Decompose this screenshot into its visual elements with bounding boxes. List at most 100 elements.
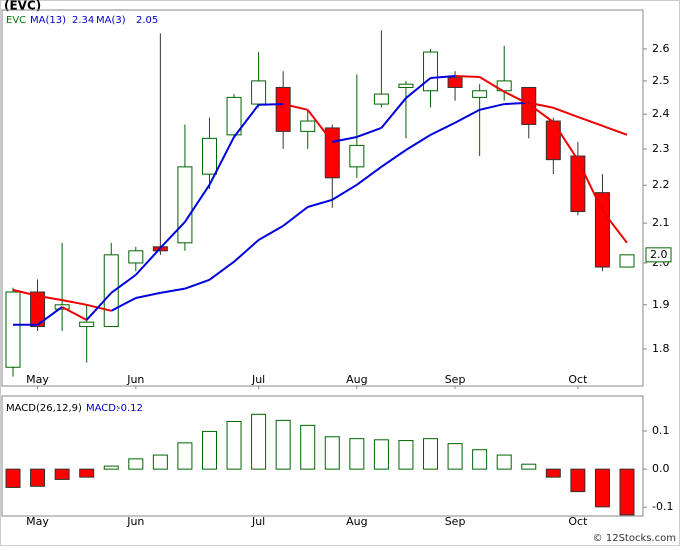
y-tick-label: 2.2 — [652, 178, 670, 191]
macd-bar — [521, 463, 537, 470]
ma-line-segment — [37, 294, 63, 302]
ma-line-segment — [12, 288, 38, 297]
ma-line-segment — [110, 297, 137, 312]
ma-line-segment — [208, 136, 235, 186]
candle-body — [373, 93, 389, 105]
macd-bar — [373, 439, 389, 470]
y-tick-label: 0.1 — [652, 424, 670, 437]
ma-line-segment — [503, 90, 530, 105]
macd-bar — [30, 468, 46, 487]
ma-line-segment — [577, 115, 603, 127]
y-tick-label: 0.0 — [652, 462, 670, 475]
x-tick-label: Jul — [251, 373, 265, 386]
macd-bar — [5, 468, 21, 488]
macd-panel — [1, 395, 644, 517]
candle-body — [472, 90, 488, 98]
ma-line-segment — [233, 239, 260, 263]
legend-macd-value: -0.12 — [117, 403, 143, 414]
y-tick-label: 2.6 — [652, 42, 670, 55]
x-tick-label: Oct — [568, 515, 588, 528]
ma-line-segment — [208, 260, 235, 281]
candle-body — [275, 86, 291, 132]
ma-line-segment — [159, 221, 186, 249]
ma-line-segment — [576, 159, 604, 212]
legend-symbol: EVC — [6, 15, 26, 26]
candle-body — [300, 120, 316, 132]
ma-line-segment — [454, 108, 481, 124]
y-tick-label: 1.8 — [652, 342, 670, 355]
ma-line-segment — [307, 198, 333, 208]
x-tick-label: May — [26, 515, 49, 528]
ma-line-segment — [405, 134, 432, 151]
candle-body — [103, 254, 119, 328]
candle-body — [619, 254, 635, 268]
y-tick-label: -0.1 — [652, 500, 673, 513]
ma-line-segment — [479, 76, 505, 93]
macd-bar — [619, 468, 635, 516]
ma-line-segment — [479, 103, 505, 111]
macd-bar — [324, 436, 340, 470]
ma-line-segment — [356, 166, 382, 186]
ma-line-segment — [282, 103, 308, 111]
legend-macd: MACD(26,12,9) — [6, 403, 82, 414]
candle-body — [177, 166, 193, 244]
ma-line-segment — [233, 104, 260, 138]
ma-line-segment — [135, 247, 162, 276]
ma-line-segment — [601, 210, 628, 244]
macd-bar — [472, 449, 488, 470]
y-tick-label: 2.3 — [652, 142, 670, 155]
last-price-box — [645, 247, 672, 263]
legend-ma3: MA(3) — [96, 15, 126, 26]
candle-body — [201, 137, 217, 175]
chart-title: (EVC) — [4, 0, 41, 13]
macd-bar — [54, 468, 70, 480]
ma-line-segment — [36, 306, 63, 326]
ma-line-segment — [455, 75, 480, 78]
candle-body — [521, 86, 537, 125]
macd-bar — [496, 454, 512, 470]
macd-bar — [226, 421, 242, 470]
ma-line-segment — [110, 274, 137, 294]
macd-bar — [398, 440, 414, 470]
ma-line-segment — [602, 124, 628, 136]
legend-ma13: MA(13) — [30, 15, 66, 26]
ma-line-segment — [184, 184, 211, 223]
macd-bar — [128, 458, 144, 470]
ma-line-segment — [61, 306, 88, 321]
macd-bar — [152, 454, 168, 470]
macd-bar — [79, 468, 95, 478]
legend-ma13-value: 2.34 — [72, 15, 94, 26]
macd-bar — [447, 443, 463, 470]
legend-ma3-value: 2.05 — [136, 15, 158, 26]
ma-line-segment — [160, 287, 186, 294]
ma-line-segment — [135, 291, 161, 299]
ma-line-segment — [528, 101, 554, 109]
ma-line-segment — [356, 126, 382, 138]
candle-body — [251, 80, 267, 105]
macd-bar — [545, 468, 561, 478]
candle-body — [79, 321, 95, 328]
x-tick-label: Jun — [126, 515, 144, 528]
ma-line-segment — [332, 135, 358, 143]
macd-bar — [594, 468, 610, 508]
price-panel — [1, 9, 644, 387]
ma-line-segment — [306, 109, 334, 143]
ma-line-segment — [405, 77, 432, 99]
candle-body — [226, 96, 242, 136]
ma-line-segment — [184, 278, 210, 290]
legend-macd-prefix: MACD: — [86, 403, 119, 414]
ma-line-segment — [258, 225, 284, 241]
ma-line-segment — [430, 121, 456, 136]
macd-bar — [275, 419, 291, 470]
candle-body — [570, 155, 586, 213]
x-tick-label: Sep — [445, 515, 466, 528]
ma-line-segment — [552, 106, 579, 118]
ma-line-segment — [380, 149, 407, 168]
candle-body — [423, 51, 439, 92]
ma-line-segment — [552, 121, 579, 161]
macd-bar — [103, 465, 119, 470]
y-tick-label: 2.1 — [652, 216, 670, 229]
ma-line-segment — [380, 97, 407, 129]
ma-line-segment — [430, 75, 456, 79]
y-tick-label: 1.9 — [652, 298, 670, 311]
